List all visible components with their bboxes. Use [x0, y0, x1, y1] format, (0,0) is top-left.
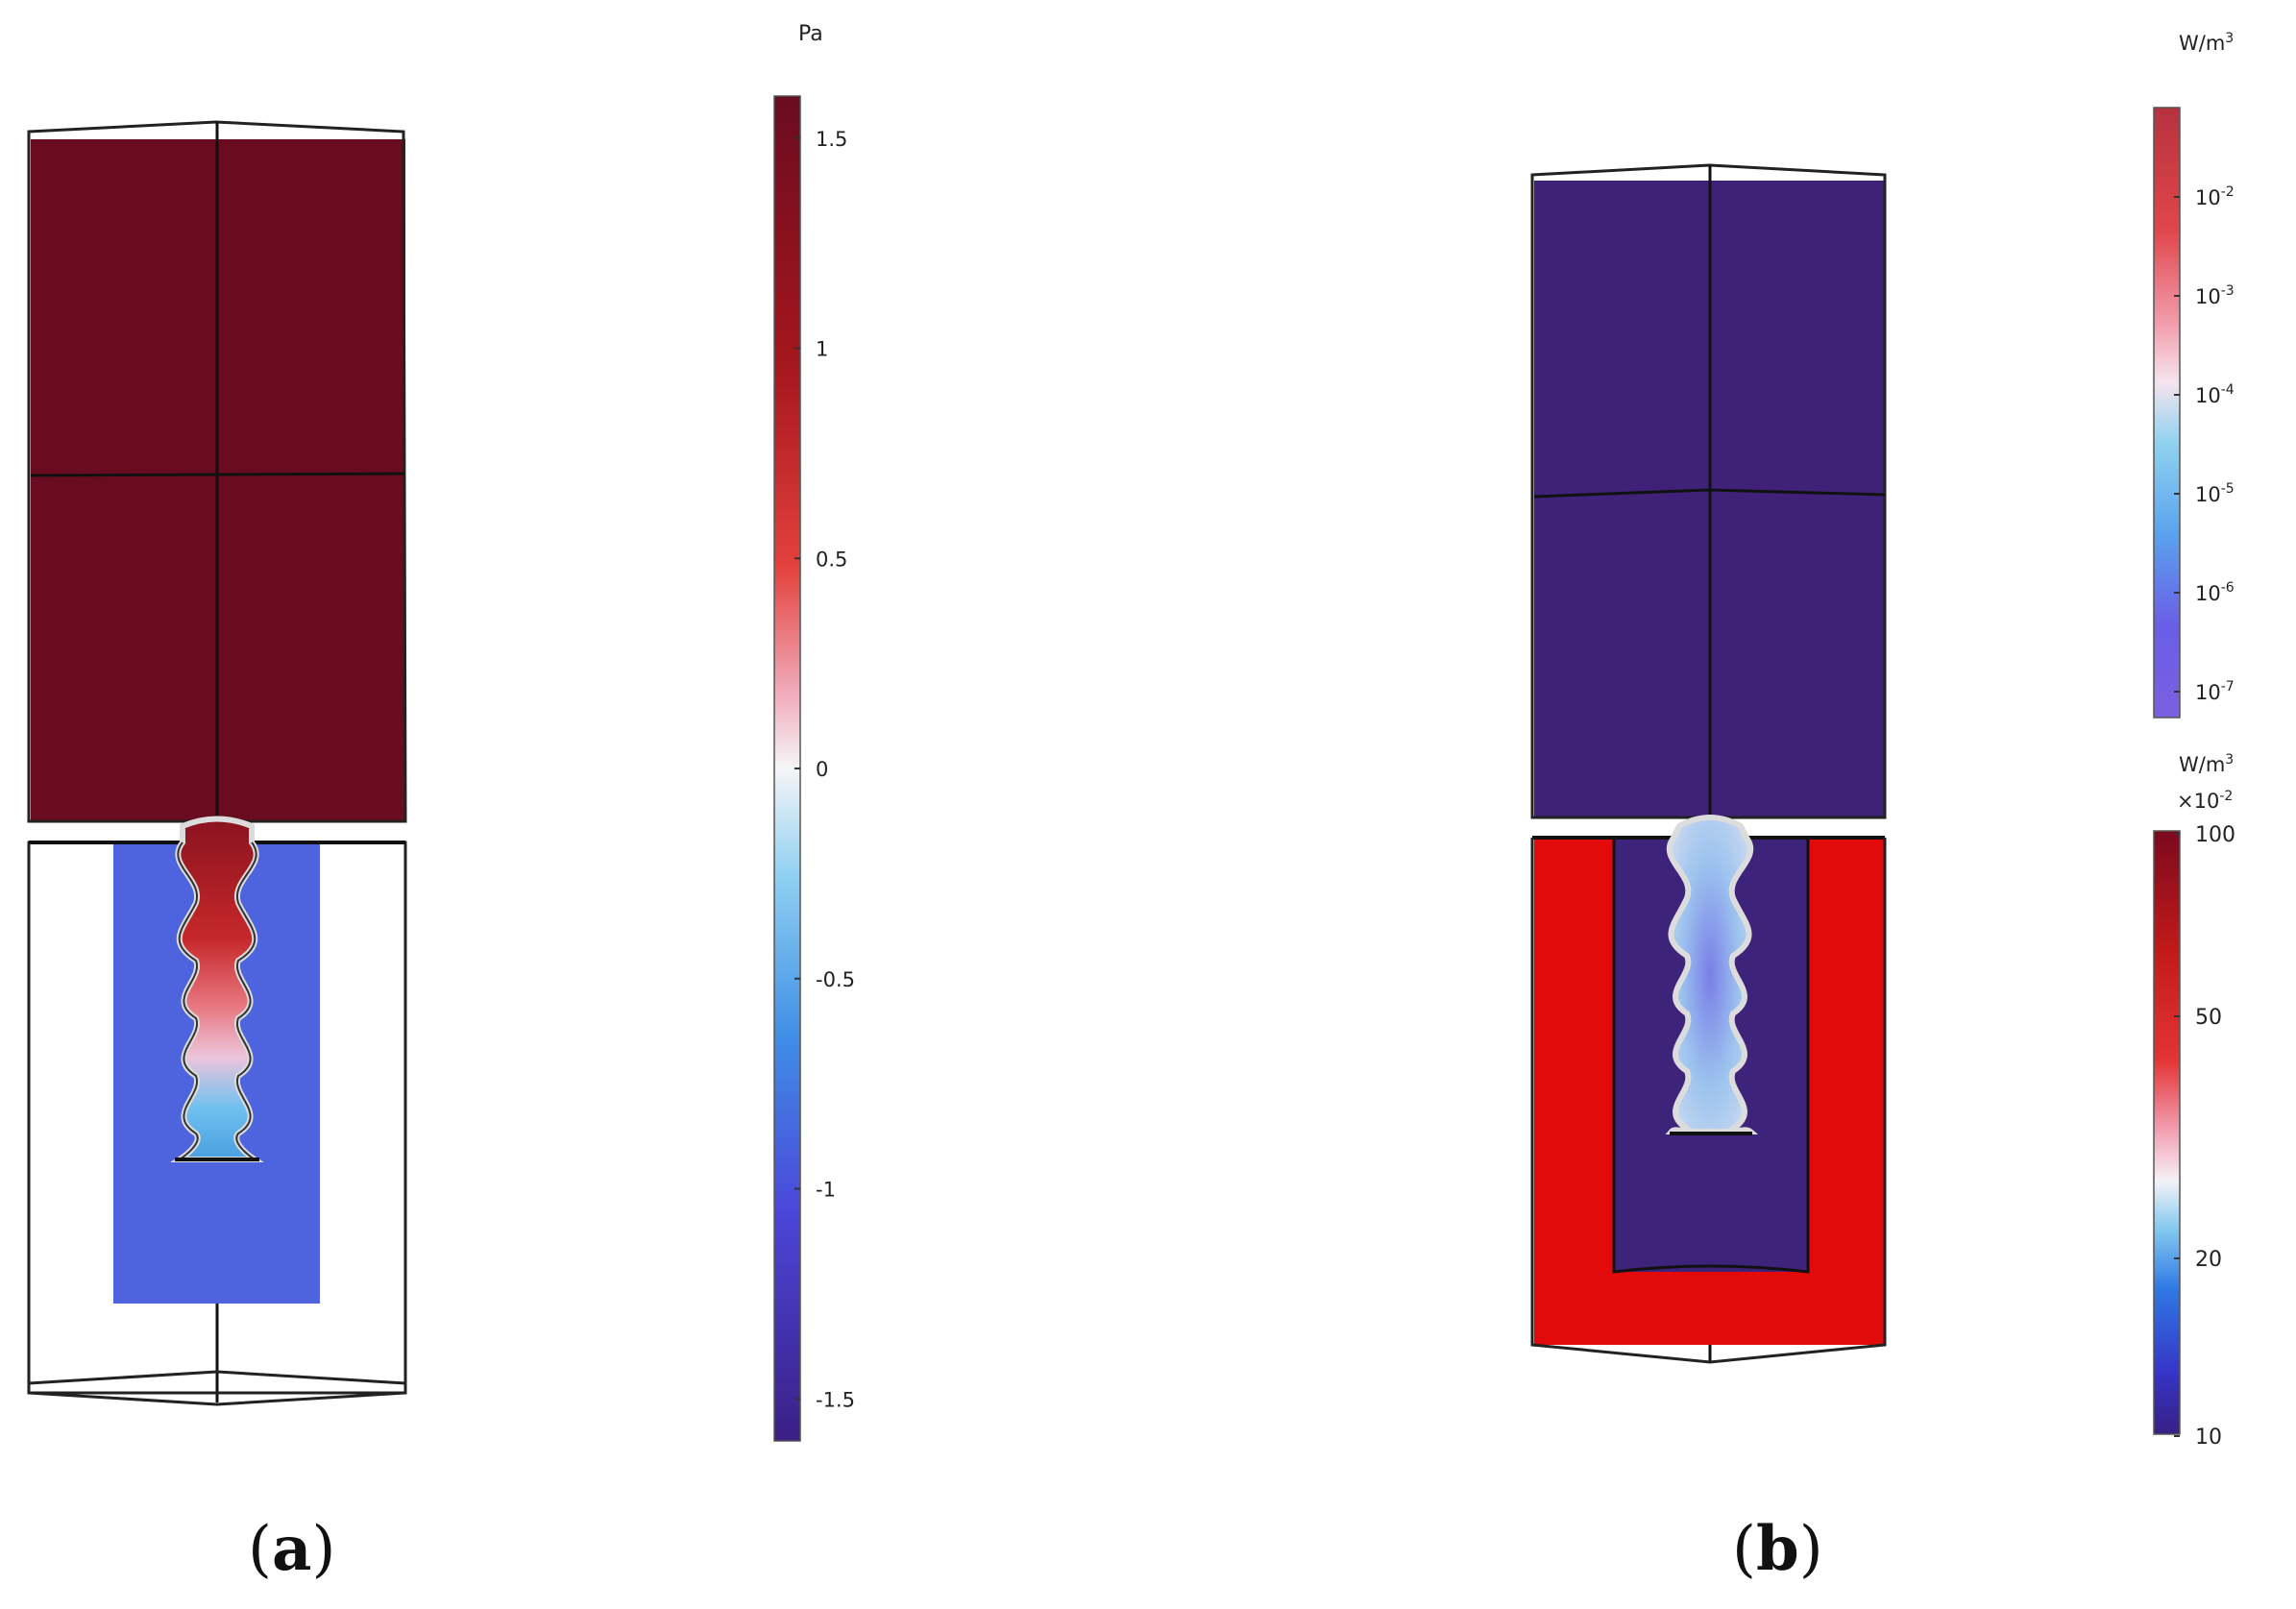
- lower-bottom-edge-b: [1530, 838, 1887, 1364]
- colorbar-b-top-unit: W/m3: [2179, 31, 2234, 55]
- colorbar-b-bottom-tick-label: 100: [2195, 823, 2235, 847]
- colorbar-a-tick-label: 1.5: [816, 128, 847, 151]
- colorbar-a-ticks: 1.5 1 0.5 0 -0.5 -1 -1.5: [794, 128, 855, 1411]
- colorbar-b-top-ticks: 10-2 10-3 10-4 10-5 10-6 10-7: [2174, 184, 2235, 704]
- colorbar-b-bottom-tick-label: 50: [2195, 1006, 2222, 1030]
- colorbar-a-tick-label: -0.5: [816, 968, 855, 991]
- colorbar-b-top-tick-label: 10-7: [2195, 679, 2235, 704]
- caption-b: (b): [1732, 1513, 1823, 1585]
- colorbar-b-top-tick-label: 10-6: [2195, 580, 2235, 605]
- colorbar-a-tick-label: 0: [816, 758, 828, 781]
- colorbar-b-top-tick-label: 10-4: [2195, 382, 2235, 407]
- colorbar-b-top-tick-label: 10-5: [2195, 481, 2235, 506]
- lower-bottom-edge: [28, 1370, 406, 1406]
- colorbar-b-bottom-tick-label: 20: [2195, 1248, 2222, 1272]
- colorbar-b-top-tick-label: 10-2: [2195, 184, 2235, 209]
- upper-split-line: [30, 472, 405, 477]
- colorbar-a-tick-label: 1: [816, 338, 828, 361]
- colorbar-b-bottom-unit: W/m3: [2179, 752, 2234, 776]
- colorbar-a-unit: Pa: [798, 22, 823, 46]
- colorbar-a-tick-label: 0.5: [816, 548, 847, 571]
- colorbar-b-bottom-ticks: 100 50 20 10: [2174, 823, 2235, 1450]
- colorbar-b-top-tick-label: 10-3: [2195, 283, 2235, 308]
- inner-core-outline-b: [1612, 838, 1810, 1274]
- colorbar-b-bottom-tick-label: 10: [2195, 1426, 2222, 1450]
- colorbar-a-tick-label: -1.5: [816, 1388, 855, 1411]
- colorbar-a-tick-label: -1: [816, 1179, 836, 1202]
- upper-split-line-b: [1533, 488, 1886, 499]
- upper-domain-outline-b: [1530, 163, 1887, 819]
- colorbar-b-bottom: [2153, 830, 2181, 1435]
- bellows-outline: [177, 841, 257, 1160]
- caption-a: (a): [248, 1513, 336, 1585]
- colorbar-b-top: [2153, 107, 2181, 719]
- colorbar-b-bottom-multiplier: ×10-2: [2177, 789, 2233, 813]
- upper-domain-outline: [27, 120, 407, 823]
